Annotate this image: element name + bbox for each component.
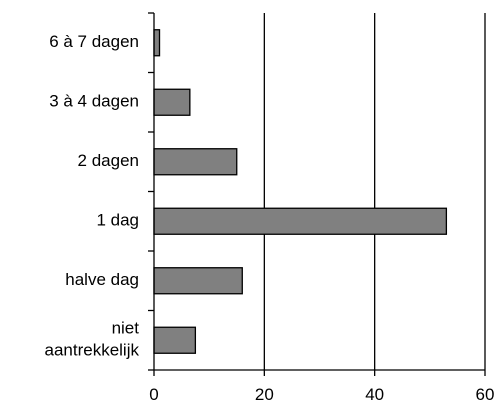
bar-5 (153, 326, 197, 354)
category-labels: 6 à 7 dagen 3 à 4 dagen 2 dagen 1 dag halve … (45, 32, 140, 360)
bars (153, 29, 448, 354)
bar-3 (153, 207, 448, 235)
axes (148, 12, 486, 376)
bar-2 (153, 148, 238, 176)
category-label-3: 1 dag (96, 211, 139, 230)
x-tick-label-60: 60 (476, 385, 495, 404)
category-label-2: 2 dagen (78, 151, 139, 170)
x-tick-labels: 0 20 40 60 (149, 385, 494, 404)
gridlines (263, 13, 486, 370)
x-tick-label-0: 0 (149, 385, 158, 404)
bar-1 (153, 88, 191, 116)
category-label-5: niet aantrekkelijk (45, 319, 140, 360)
category-label-4: halve dag (65, 270, 139, 289)
bar-4 (153, 267, 243, 295)
category-label-0: 6 à 7 dagen (49, 32, 139, 51)
bar-0 (153, 29, 161, 57)
x-tick-label-40: 40 (365, 385, 384, 404)
x-tick-label-20: 20 (255, 385, 274, 404)
category-label-1: 3 à 4 dagen (49, 92, 139, 111)
